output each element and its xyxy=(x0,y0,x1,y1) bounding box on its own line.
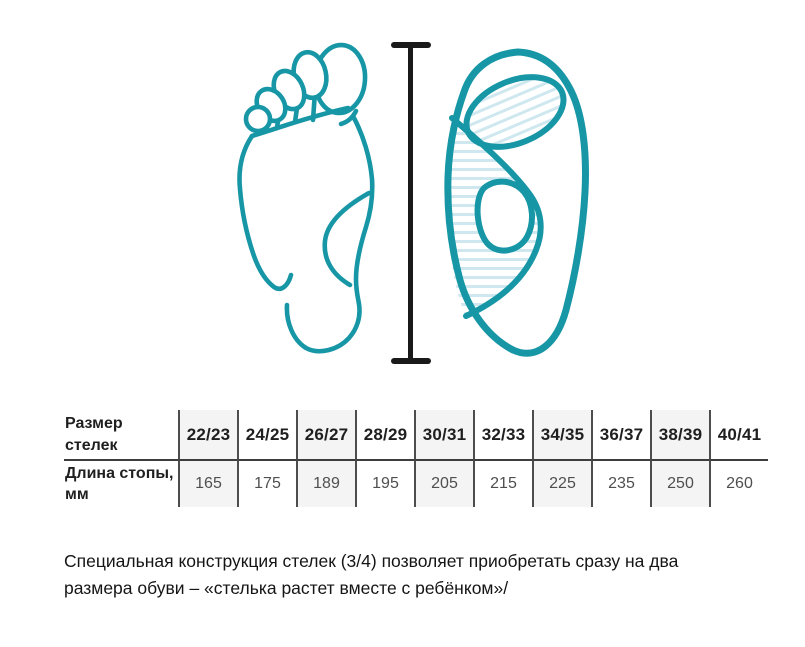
measurement-vertical-line xyxy=(408,45,413,361)
size-row-label: Размер стелек xyxy=(64,410,178,461)
size-cell: 32/33 xyxy=(473,410,532,461)
length-cell: 195 xyxy=(355,461,414,507)
size-cell: 40/41 xyxy=(709,410,768,461)
size-cell: 30/31 xyxy=(414,410,473,461)
foot-left-edge xyxy=(237,133,294,292)
measurement-cap-bottom xyxy=(391,358,431,364)
length-row-label: Длина стопы, мм xyxy=(65,464,174,503)
foot-outline-illustration xyxy=(237,42,375,354)
size-cell: 34/35 xyxy=(532,410,591,461)
length-cell: 165 xyxy=(178,461,237,507)
size-cell: 38/39 xyxy=(650,410,709,461)
note-text: Специальная конструкция стелек (3/4) поз… xyxy=(64,551,679,599)
size-table: Размер стелек 22/23 24/25 26/27 28/29 30… xyxy=(64,410,768,507)
arch-curve xyxy=(322,190,372,288)
length-cell: 215 xyxy=(473,461,532,507)
size-cell: 22/23 xyxy=(178,410,237,461)
insole-outline xyxy=(444,48,589,357)
length-cell: 260 xyxy=(709,461,768,507)
size-cell: 36/37 xyxy=(591,410,650,461)
size-cell: 28/29 xyxy=(355,410,414,461)
length-cell: 235 xyxy=(591,461,650,507)
size-cell: 26/27 xyxy=(296,410,355,461)
length-cell: 205 xyxy=(414,461,473,507)
insole-arch-pad xyxy=(474,178,535,254)
length-cell: 225 xyxy=(532,461,591,507)
big-toe-crease xyxy=(338,108,359,127)
forefoot-edge xyxy=(249,105,351,139)
measurement-line xyxy=(391,42,431,364)
length-cell: 189 xyxy=(296,461,355,507)
insole-illustration xyxy=(444,48,589,357)
pinky-toe xyxy=(243,104,273,134)
length-cell: 175 xyxy=(237,461,296,507)
foot-right-edge-heel xyxy=(284,115,375,354)
size-cell: 24/25 xyxy=(237,410,296,461)
insole-swoosh-curve xyxy=(449,115,544,319)
length-cell: 250 xyxy=(650,461,709,507)
